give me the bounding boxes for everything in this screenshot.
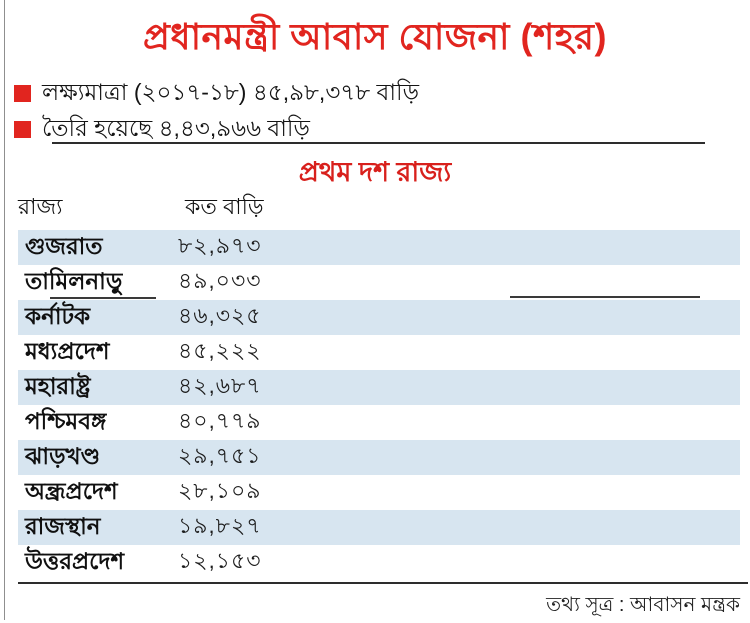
table-row: মহারাষ্ট্র ৪২,৬৮৭ <box>18 370 740 405</box>
page-title: প্রধানমন্ত্রী আবাস যোজনা (শহর) <box>143 16 607 57</box>
stray-underline-left <box>50 297 156 299</box>
top-divider-line <box>52 142 705 144</box>
section-title: প্রথম দশ রাজ্য <box>298 157 452 187</box>
table-body: গুজরাত ৮২,৯৭৩ তামিলনাড়ু ৪৯,০৩৩ কর্নাটক … <box>18 230 740 580</box>
state-name: গুজরাত <box>25 233 103 259</box>
house-count: ৪২,৬৮৭ <box>178 373 262 398</box>
table-header-row: রাজ্য কত বাড়ি <box>18 192 740 224</box>
column-header-state: রাজ্য <box>18 193 63 219</box>
table-row: কর্নাটক ৪৬,৩২৫ <box>18 300 740 335</box>
state-name: মধ্যপ্রদেশ <box>25 338 110 364</box>
table-row: উত্তরপ্রদেশ ১২,১৫৩ <box>18 545 740 580</box>
legend-target-label: লক্ষ্যমাত্রা (২০১৭-১৮) ৪৫,৯৮,৩৭৮ বাড়ি <box>42 79 420 105</box>
state-name: রাজস্থান <box>25 513 101 539</box>
red-square-icon <box>14 121 31 138</box>
house-count: ৮২,৯৭৩ <box>178 233 262 258</box>
house-count: ১২,১৫৩ <box>178 548 262 573</box>
stray-underline-right <box>510 296 700 298</box>
house-count: ৪৫,২২২ <box>178 338 262 363</box>
table-row: গুজরাত ৮২,৯৭৩ <box>18 230 740 265</box>
table-row: অন্ধ্রপ্রদেশ ২৮,১০৯ <box>18 475 740 510</box>
table-row: মধ্যপ্রদেশ ৪৫,২২২ <box>18 335 740 370</box>
state-name: তামিলনাড়ু <box>25 268 123 294</box>
state-name: কর্নাটক <box>25 303 91 329</box>
house-count: ৪৬,৩২৫ <box>178 303 262 328</box>
house-count: ২৯,৭৫১ <box>178 443 262 468</box>
state-name: অন্ধ্রপ্রদেশ <box>25 478 118 504</box>
state-name: উত্তরপ্রদেশ <box>25 548 125 574</box>
table-row: রাজস্থান ১৯,৮২৭ <box>18 510 740 545</box>
table-row: পশ্চিমবঙ্গ ৪০,৭৭৯ <box>18 405 740 440</box>
table-row: ঝাড়খণ্ড ২৯,৭৫১ <box>18 440 740 475</box>
bottom-divider-line <box>18 582 748 584</box>
table-row: তামিলনাড়ু ৪৯,০৩৩ <box>18 265 740 300</box>
state-name: পশ্চিমবঙ্গ <box>25 408 107 434</box>
house-count: ১৯,৮২৭ <box>178 513 262 538</box>
house-count: ৪৯,০৩৩ <box>178 268 262 293</box>
legend-item-target: লক্ষ্যমাত্রা (২০১৭-১৮) ৪৫,৯৮,৩৭৮ বাড়ি <box>14 74 419 113</box>
house-count: ২৮,১০৯ <box>178 478 262 503</box>
legend-item-built: তৈরি হয়েছে ৪,৪৩,৯৬৬ বাড়ি <box>14 110 310 149</box>
red-square-icon <box>14 85 31 102</box>
source-attribution: তথ্য সূত্র : আবাসন মন্ত্রক <box>546 594 740 616</box>
state-name: মহারাষ্ট্র <box>25 373 91 399</box>
house-count: ৪০,৭৭৯ <box>178 408 262 433</box>
legend-built-label: তৈরি হয়েছে ৪,৪৩,৯৬৬ বাড়ি <box>42 115 310 141</box>
state-name: ঝাড়খণ্ড <box>25 443 101 469</box>
left-border-line <box>4 0 5 620</box>
column-header-houses: কত বাড়ি <box>185 193 264 219</box>
